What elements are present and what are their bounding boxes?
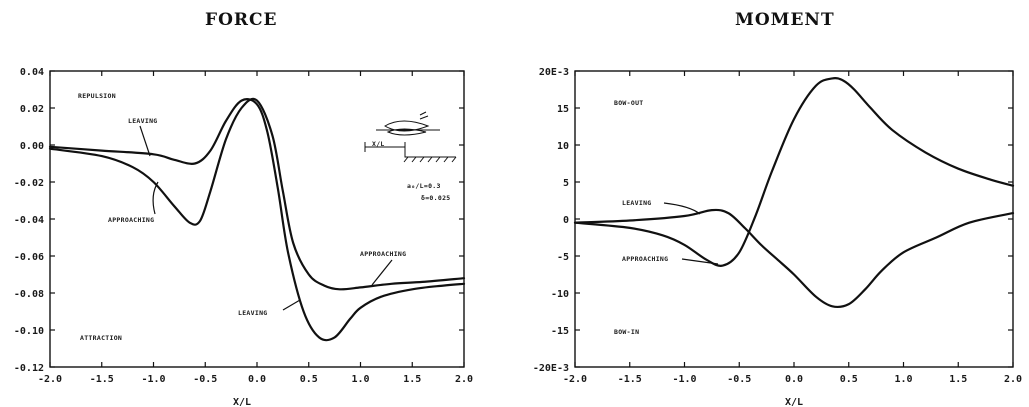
force-x-tick-label: 1.0 bbox=[351, 374, 369, 385]
moment-y-tick-label: -15 bbox=[551, 326, 569, 337]
force-leaving-leader bbox=[139, 125, 151, 157]
inset-param1-label: a₀/L=0.3 bbox=[407, 182, 441, 190]
moment-approaching-leader bbox=[681, 258, 719, 265]
moment-y-tick-label: 15 bbox=[557, 104, 569, 115]
force-ticks: -2.0 -1.5 -1.0 -0.5 0.0 0.5 1.0 1.5 2.0 0.04 0.02 0… bbox=[14, 67, 473, 385]
moment-leaving-label: LEAVING bbox=[622, 199, 652, 207]
moment-series bbox=[573, 77, 1015, 309]
force-approaching-leader-left bbox=[152, 181, 159, 215]
force-x-tick-label: 0.5 bbox=[300, 374, 318, 385]
moment-bow-in-label: BOW-IN bbox=[614, 328, 639, 336]
moment-x-tick-label: -1.0 bbox=[672, 374, 696, 385]
force-inset-sketch: X/L a₀/L=0.3 δ=0.025 bbox=[364, 111, 457, 202]
inset-xl-label: X/L bbox=[372, 140, 385, 148]
force-y-tick-label: 0.04 bbox=[20, 67, 44, 78]
moment-x-tick-label: 1.0 bbox=[894, 374, 912, 385]
force-approaching-leader-right bbox=[371, 259, 393, 286]
moment-x-tick-label: 1.5 bbox=[949, 374, 967, 385]
force-leaving-label-lower: LEAVING bbox=[238, 309, 268, 317]
force-leaving-label: LEAVING bbox=[128, 117, 158, 125]
force-y-tick-label: -0.02 bbox=[14, 178, 44, 189]
force-xlabel: X/L bbox=[233, 397, 251, 407]
force-x-tick-label: 0.0 bbox=[248, 374, 266, 385]
moment-x-tick-label: 2.0 bbox=[1004, 374, 1022, 385]
force-repulsion-label: REPULSION bbox=[78, 92, 116, 100]
moment-bow-out-label: BOW-OUT bbox=[614, 99, 644, 107]
moment-series-approaching-line bbox=[573, 77, 1015, 267]
force-approaching-label-right: APPROACHING bbox=[360, 250, 406, 258]
moment-x-tick-label: -0.5 bbox=[727, 374, 751, 385]
force-y-tick-label: 0.02 bbox=[20, 104, 44, 115]
moment-xlabel: X/L bbox=[785, 397, 803, 407]
moment-x-tick-label: 0.0 bbox=[785, 374, 803, 385]
force-x-tick-label: -1.5 bbox=[90, 374, 114, 385]
moment-y-tick-label: -10 bbox=[551, 289, 569, 300]
force-approaching-label-left: APPROACHING bbox=[108, 216, 154, 224]
moment-y-tick-label: 20E-3 bbox=[539, 67, 569, 78]
inset-param2-label: δ=0.025 bbox=[421, 194, 451, 202]
moment-chart: -2.0 -1.5 -1.0 -0.5 0.0 0.5 1.0 1.5 2.0 20E-3 15 10… bbox=[533, 67, 1022, 407]
force-y-tick-label: -0.10 bbox=[14, 326, 44, 337]
force-attraction-label: ATTRACTION bbox=[80, 334, 122, 342]
force-series bbox=[48, 97, 466, 342]
moment-y-tick-label: -5 bbox=[557, 252, 569, 263]
moment-y-tick-label: 0 bbox=[563, 215, 569, 226]
moment-y-tick-label: 10 bbox=[557, 141, 569, 152]
force-y-tick-label: -0.04 bbox=[14, 215, 44, 226]
moment-ticks: -2.0 -1.5 -1.0 -0.5 0.0 0.5 1.0 1.5 2.0 20E-3 15 10… bbox=[533, 67, 1022, 385]
moment-x-tick-label: -2.0 bbox=[563, 374, 587, 385]
force-leaving-leader-lower bbox=[282, 299, 301, 311]
moment-approaching-label: APPROACHING bbox=[622, 255, 668, 263]
moment-chart-title: MOMENT bbox=[735, 10, 835, 30]
force-x-tick-label: -2.0 bbox=[38, 374, 62, 385]
inset-arrow-icon bbox=[419, 111, 429, 120]
moment-x-tick-label: -1.5 bbox=[618, 374, 642, 385]
force-y-tick-label: -0.06 bbox=[14, 252, 44, 263]
inset-wall-line bbox=[404, 152, 456, 158]
force-series-approaching-line bbox=[48, 97, 466, 291]
moment-y-tick-label: 5 bbox=[563, 178, 569, 189]
force-chart-title: FORCE bbox=[205, 10, 278, 30]
inset-hatch-icon bbox=[403, 156, 457, 163]
moment-leaving-leader bbox=[663, 202, 701, 215]
force-chart: -2.0 -1.5 -1.0 -0.5 0.0 0.5 1.0 1.5 2.0 0.04 0.02 0… bbox=[14, 67, 473, 407]
force-x-tick-label: -0.5 bbox=[193, 374, 217, 385]
force-x-tick-label: 2.0 bbox=[455, 374, 473, 385]
force-x-tick-label: -1.0 bbox=[141, 374, 165, 385]
force-y-tick-label: 0.00 bbox=[20, 141, 44, 152]
force-y-tick-label: -0.12 bbox=[14, 363, 44, 374]
force-series-leaving-line bbox=[48, 98, 466, 342]
force-y-tick-label: -0.08 bbox=[14, 289, 44, 300]
inset-dimension-icon bbox=[364, 142, 406, 152]
moment-y-tick-label: -20E-3 bbox=[533, 363, 569, 374]
moment-series-leaving-line bbox=[573, 208, 1015, 309]
moment-x-tick-label: 0.5 bbox=[840, 374, 858, 385]
force-x-tick-label: 1.5 bbox=[403, 374, 421, 385]
